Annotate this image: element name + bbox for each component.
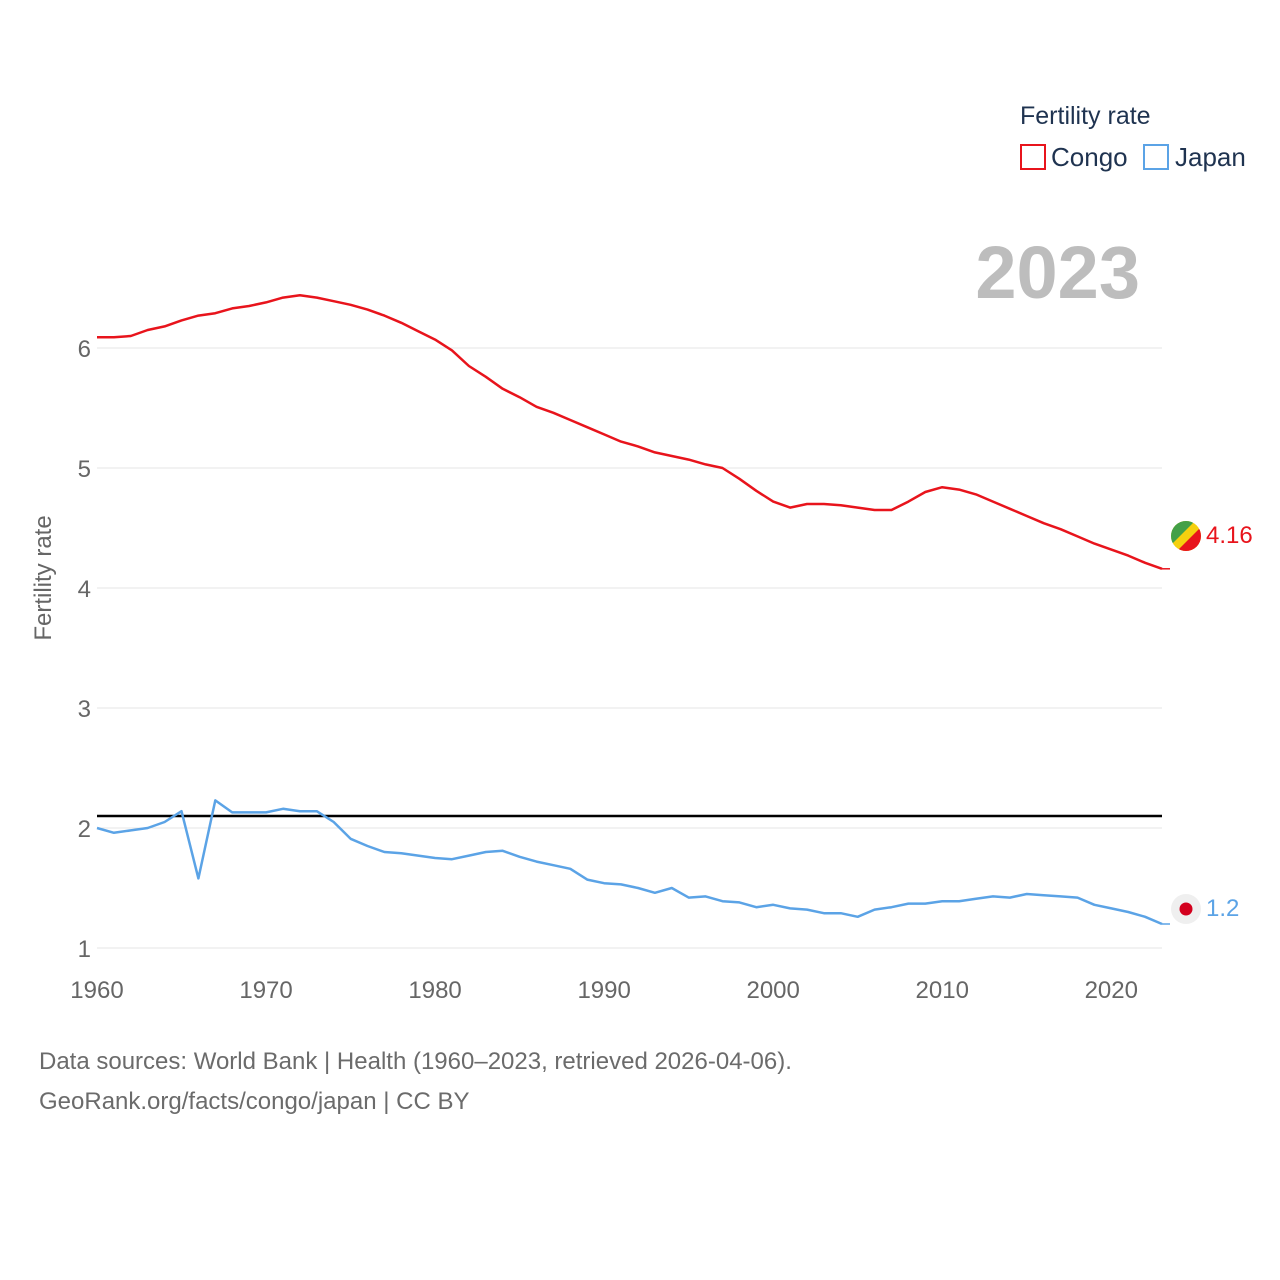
legend-swatch-congo: [1020, 144, 1046, 170]
source-link[interactable]: GeoRank.org/facts/congo/japan | CC BY: [39, 1088, 470, 1115]
congo-flag-icon: [1171, 521, 1201, 551]
legend-item-congo[interactable]: Congo: [1020, 142, 1128, 172]
gridlines: [97, 347, 1162, 949]
x-tick-label: 2010: [916, 977, 969, 1004]
legend-label-japan: Japan: [1175, 142, 1246, 172]
japan-flag-icon: [1171, 894, 1201, 924]
x-tick-label: 1960: [70, 977, 123, 1004]
y-tick-label: 2: [78, 816, 91, 843]
x-tick-label: 1970: [239, 977, 292, 1004]
congo-end-value: 4.16: [1206, 522, 1253, 549]
y-axis-ticks: 1 2 3 4 5 6: [78, 336, 91, 963]
legend-item-japan[interactable]: Japan: [1143, 142, 1246, 172]
japan-end-value: 1.2: [1206, 895, 1239, 922]
y-tick-label: 5: [78, 456, 91, 483]
series-line-congo[interactable]: [97, 293, 1163, 570]
y-axis-title: Fertility rate: [30, 515, 57, 640]
x-tick-label: 2020: [1085, 977, 1138, 1004]
y-tick-label: 3: [78, 696, 91, 723]
legend-title: Fertility rate: [1020, 102, 1151, 130]
y-tick-label: 6: [78, 336, 91, 363]
x-tick-label: 1990: [577, 977, 630, 1004]
y-tick-label: 1: [78, 936, 91, 963]
year-stamp: 2023: [975, 231, 1140, 314]
x-tick-label: 1980: [408, 977, 461, 1004]
data-sources-text: Data sources: World Bank | Health (1960–…: [39, 1048, 792, 1075]
legend: Fertility rate Congo Japan: [1020, 102, 1246, 172]
fertility-chart: Fertility rate Congo Japan 2023 Fertilit…: [30, 102, 1253, 1004]
x-axis-ticks: 1960 1970 1980 1990 2000 2010 2020: [70, 977, 1138, 1004]
legend-label-congo: Congo: [1051, 142, 1128, 172]
y-tick-label: 4: [78, 576, 91, 603]
x-tick-label: 2000: [746, 977, 799, 1004]
series-line-japan[interactable]: [96, 799, 1163, 926]
footer: Data sources: World Bank | Health (1960–…: [39, 1042, 792, 1122]
legend-swatch-japan: [1143, 144, 1169, 170]
series-lines: [96, 293, 1170, 926]
